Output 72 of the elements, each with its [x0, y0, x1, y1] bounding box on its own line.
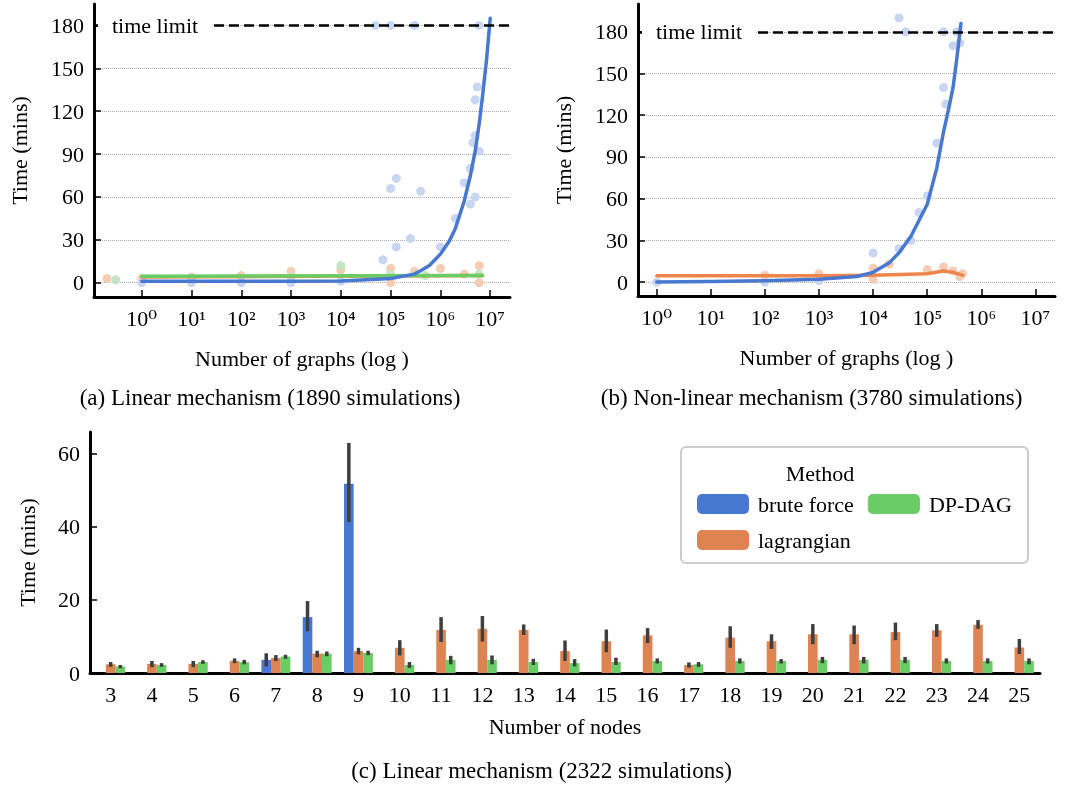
- x-tick-label: 10⁰: [126, 305, 158, 331]
- x-tick-label: 5: [187, 681, 199, 707]
- x-tick-label: 10²: [226, 305, 256, 331]
- y-tick-label: 150: [51, 55, 84, 81]
- y-tick-label: 180: [51, 12, 84, 38]
- ref-line-label: time limit: [656, 19, 743, 45]
- text: (b) Non-linear mechanism (3780 simulations): [600, 385, 1023, 410]
- y-tick-label: 40: [58, 514, 80, 540]
- x-tick-label: 9: [352, 681, 364, 707]
- x-tick-label: 23: [925, 681, 948, 707]
- x-tick-label: 10: [388, 681, 411, 707]
- legend-label: brute force: [758, 491, 854, 517]
- x-axis-title: Number of nodes: [488, 713, 642, 739]
- x-tick-label: 10³: [276, 305, 306, 331]
- x-tick-label: 13: [512, 681, 535, 707]
- x-tick-label: 19: [760, 681, 783, 707]
- legend-title: Method: [785, 460, 855, 486]
- x-tick-label: 8: [311, 681, 323, 707]
- x-tick-label: 10¹: [177, 305, 206, 331]
- y-tick-label: 0: [73, 270, 84, 296]
- x-tick-label: 10⁷: [475, 305, 506, 331]
- y-tick-label: 20: [58, 587, 80, 613]
- ref-line-label: time limit: [112, 12, 199, 38]
- x-tick-label: 22: [884, 681, 907, 707]
- y-tick-label: 30: [62, 227, 84, 253]
- x-tick-label: 10⁷: [1020, 304, 1051, 330]
- x-axis-title: Number of graphs (log ): [195, 345, 409, 371]
- x-tick-label: 10¹: [696, 304, 726, 330]
- y-tick-label: 60: [62, 184, 84, 210]
- x-tick-label: 10⁵: [912, 304, 943, 330]
- x-tick-label: 10⁵: [375, 305, 406, 331]
- x-tick-label: 20: [801, 681, 824, 707]
- x-tick-label: 10⁰: [641, 304, 673, 330]
- y-tick-label: 60: [58, 441, 80, 467]
- y-axis-title: Time (mins): [14, 498, 40, 607]
- y-tick-label: 180: [595, 19, 628, 45]
- legend-label: DP-DAG: [928, 491, 1013, 517]
- x-tick-label: 6: [229, 681, 241, 707]
- x-tick-label: 12: [471, 681, 494, 707]
- y-tick-label: 120: [51, 98, 84, 124]
- y-tick-label: 30: [606, 227, 628, 253]
- legend-label: lagrangian: [758, 527, 851, 553]
- x-axis-title: Number of graphs (log ): [739, 344, 954, 370]
- x-tick-label: 10³: [804, 304, 834, 330]
- x-tick-label: 18: [719, 681, 742, 707]
- x-tick-label: 10⁶: [966, 304, 997, 330]
- y-tick-label: 60: [606, 186, 628, 212]
- x-tick-label: 3: [105, 681, 117, 707]
- x-tick-label: 24: [967, 681, 990, 707]
- y-tick-label: 0: [69, 660, 80, 686]
- x-tick-label: 10⁶: [425, 305, 456, 331]
- text: (c) Linear mechanism (2322 simulations): [351, 758, 732, 783]
- x-tick-label: 10⁴: [858, 304, 889, 330]
- y-tick-label: 90: [62, 141, 84, 167]
- x-tick-label: 21: [843, 681, 866, 707]
- y-tick-label: 120: [595, 102, 628, 128]
- x-tick-label: 25: [1008, 681, 1031, 707]
- x-tick-label: 7: [270, 681, 282, 707]
- y-axis-title: Time (mins): [6, 96, 32, 205]
- x-tick-label: 17: [677, 681, 700, 707]
- y-tick-label: 150: [595, 61, 628, 87]
- y-tick-label: 90: [606, 144, 628, 170]
- x-tick-label: 4: [146, 681, 158, 707]
- x-tick-label: 16: [636, 681, 659, 707]
- x-tick-label: 11: [430, 681, 452, 707]
- x-tick-label: 10⁴: [326, 305, 357, 331]
- x-tick-label: 14: [554, 681, 576, 707]
- y-axis-title: Time (mins): [550, 95, 576, 205]
- x-tick-label: 15: [595, 681, 618, 707]
- y-tick-label: 0: [617, 269, 628, 295]
- text: (a) Linear mechanism (1890 simulations): [79, 385, 461, 410]
- x-tick-label: 10²: [750, 304, 780, 330]
